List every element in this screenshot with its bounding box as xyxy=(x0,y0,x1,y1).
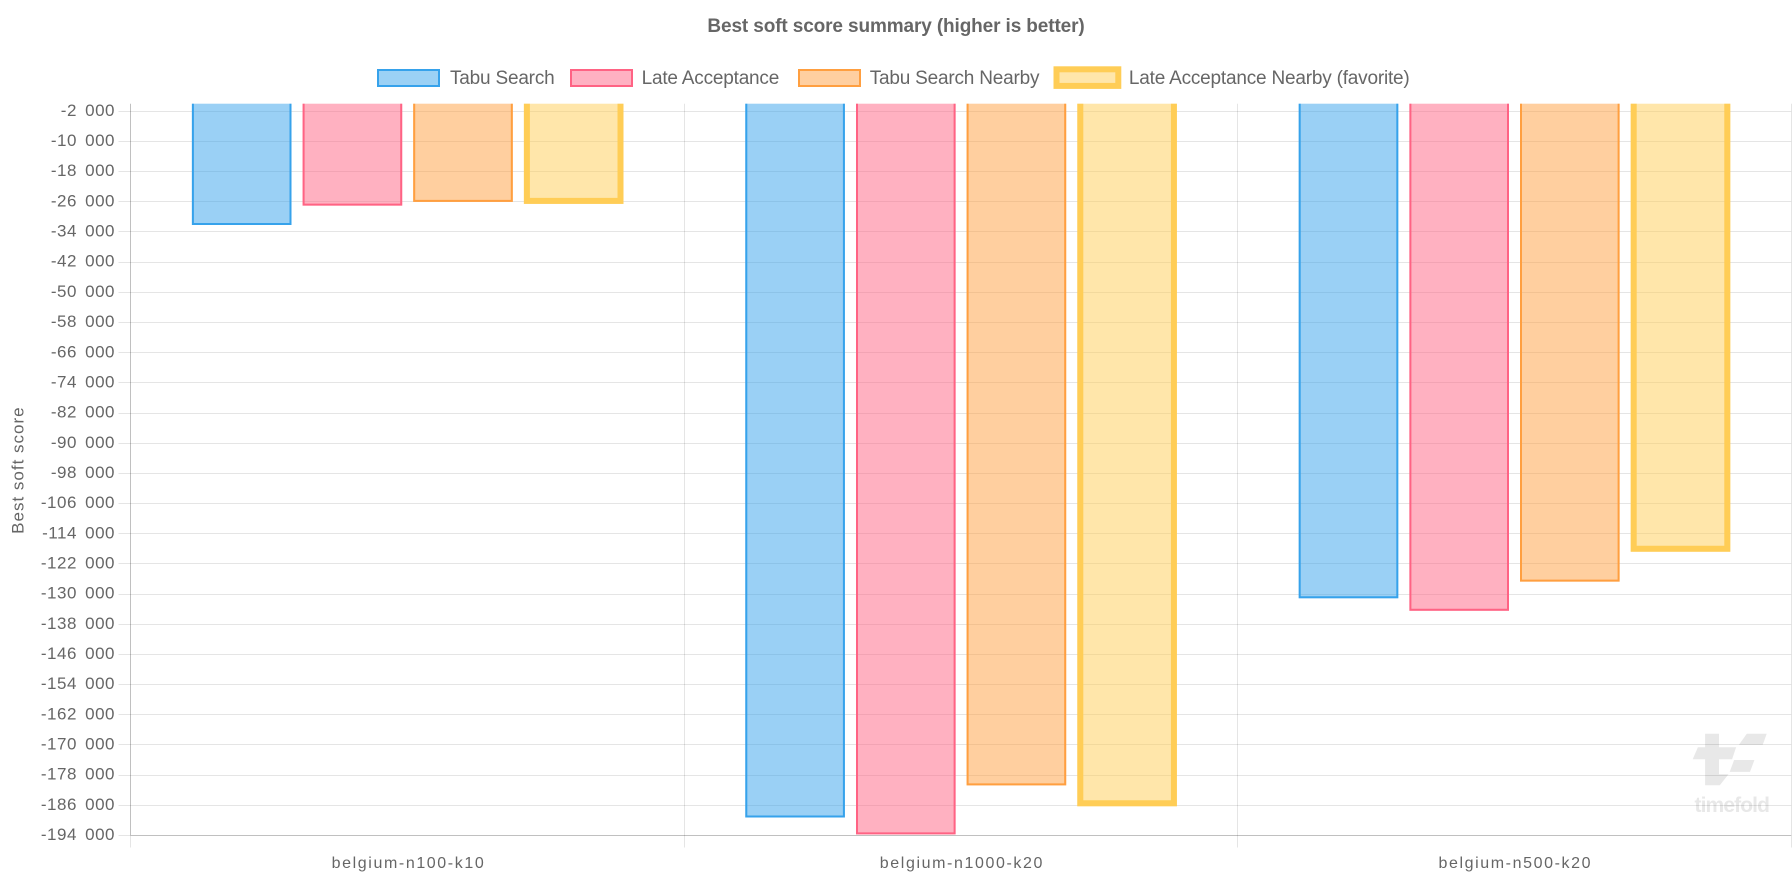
svg-text:Tabu Search: Tabu Search xyxy=(450,68,554,89)
svg-text:Late Acceptance: Late Acceptance xyxy=(642,68,780,89)
svg-text:-162 000: -162 000 xyxy=(41,704,115,723)
svg-text:-170 000: -170 000 xyxy=(41,735,115,754)
svg-text:-50 000: -50 000 xyxy=(51,282,115,301)
svg-text:-178 000: -178 000 xyxy=(41,765,115,784)
svg-text:-66 000: -66 000 xyxy=(51,342,115,361)
svg-text:-10 000: -10 000 xyxy=(51,131,115,150)
svg-text:-194 000: -194 000 xyxy=(41,825,115,844)
svg-text:belgium-n1000-k20: belgium-n1000-k20 xyxy=(880,855,1044,872)
svg-text:-122 000: -122 000 xyxy=(41,554,115,573)
svg-text:belgium-n100-k10: belgium-n100-k10 xyxy=(332,855,486,872)
svg-text:timefold: timefold xyxy=(1695,794,1770,817)
svg-text:Tabu Search Nearby: Tabu Search Nearby xyxy=(870,68,1040,89)
svg-text:Best soft score: Best soft score xyxy=(9,406,28,533)
svg-text:-2 000: -2 000 xyxy=(61,101,115,120)
svg-text:Late Acceptance Nearby (favori: Late Acceptance Nearby (favorite) xyxy=(1129,68,1410,89)
svg-text:-58 000: -58 000 xyxy=(51,312,115,331)
svg-text:-90 000: -90 000 xyxy=(51,433,115,452)
svg-text:-82 000: -82 000 xyxy=(51,403,115,422)
svg-text:-106 000: -106 000 xyxy=(41,493,115,512)
svg-text:-186 000: -186 000 xyxy=(41,795,115,814)
svg-text:Best soft score summary (highe: Best soft score summary (higher is bette… xyxy=(707,16,1084,37)
svg-text:-114 000: -114 000 xyxy=(42,523,115,542)
svg-text:-42 000: -42 000 xyxy=(51,252,115,271)
svg-text:-34 000: -34 000 xyxy=(51,222,115,241)
svg-text:-130 000: -130 000 xyxy=(41,584,115,603)
svg-text:-74 000: -74 000 xyxy=(51,372,115,391)
svg-text:-146 000: -146 000 xyxy=(41,644,115,663)
svg-text:-26 000: -26 000 xyxy=(51,191,115,210)
svg-text:-18 000: -18 000 xyxy=(51,161,115,180)
svg-text:-138 000: -138 000 xyxy=(41,614,115,633)
svg-text:-98 000: -98 000 xyxy=(51,463,115,482)
svg-text:-154 000: -154 000 xyxy=(41,674,115,693)
svg-text:belgium-n500-k20: belgium-n500-k20 xyxy=(1438,855,1592,872)
